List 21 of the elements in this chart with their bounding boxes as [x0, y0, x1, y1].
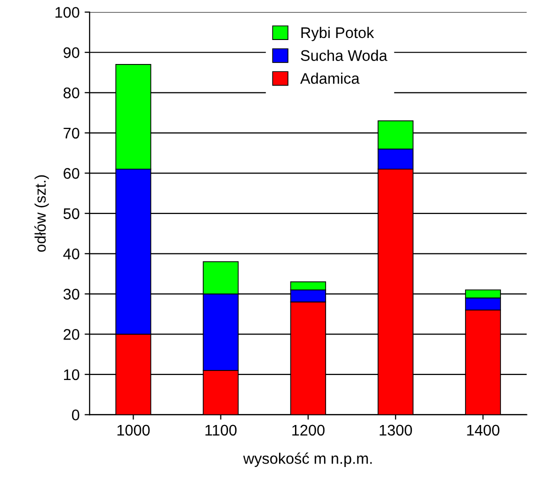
x-tick-label: 1200	[292, 424, 325, 436]
y-tick-label: 50	[63, 208, 80, 220]
legend-label: Sucha Woda	[300, 50, 388, 61]
y-tick-label: 60	[64, 168, 80, 179]
y-tick-label: 20	[64, 329, 80, 340]
y-tick-label: 10	[64, 369, 80, 380]
y-tick-label: 90	[64, 47, 80, 58]
y-tick-label: 80	[64, 88, 80, 98]
x-axis-title: wysokość m n.p.m.	[243, 452, 372, 467]
legend-label: Rybi Potok	[301, 26, 374, 42]
x-tick-label: 1400	[467, 424, 500, 436]
x-tick-label: 1100	[205, 424, 237, 436]
y-tick-label: 100	[56, 6, 80, 18]
y-tick-label: 30	[63, 288, 80, 300]
legend-label: Adamica	[300, 72, 360, 84]
y-tick-label: 0	[72, 410, 80, 420]
x-tick-label: 1000	[117, 424, 150, 436]
x-tick-label: 1300	[380, 424, 412, 436]
y-tick-label: 70	[64, 128, 80, 139]
y-tick-label: 40	[63, 248, 80, 260]
y-axis-title: odłów (szt.)	[34, 175, 49, 252]
